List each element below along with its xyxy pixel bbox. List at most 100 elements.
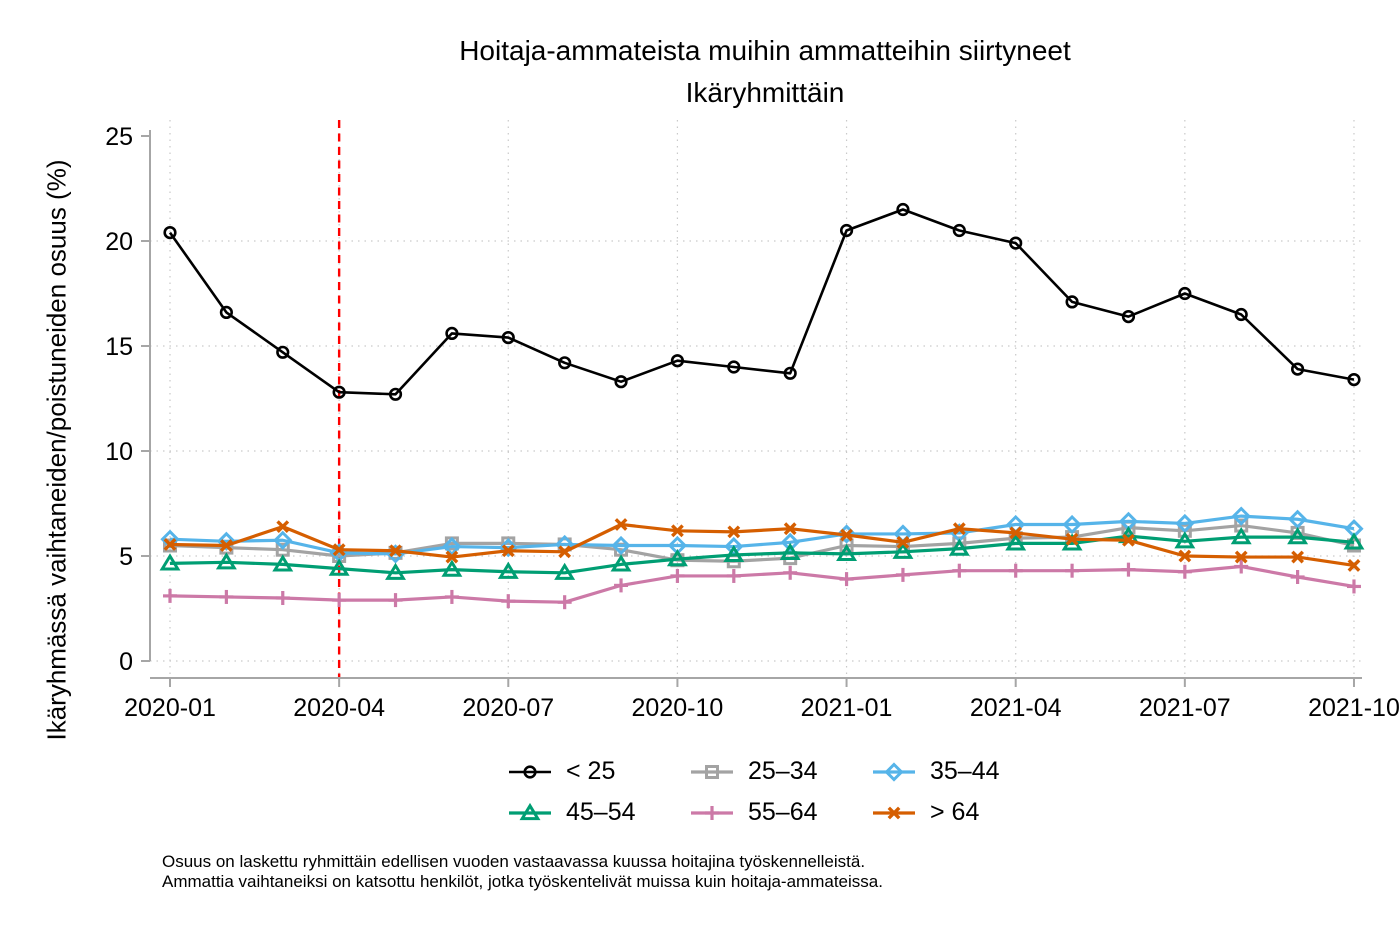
legend-marker-square-icon: [691, 764, 733, 779]
data-point-triangle: [1287, 527, 1309, 545]
data-point-triangle: [519, 802, 541, 820]
chart-title: Hoitaja-ammateista muihin ammatteihin si…: [459, 35, 1071, 66]
data-point-circle: [1065, 295, 1079, 309]
data-point-x: [1347, 559, 1361, 572]
data-point-diamond: [1287, 509, 1308, 529]
data-point-circle: [276, 345, 290, 359]
y-tick-label: 0: [119, 648, 133, 676]
data-point-x: [1178, 549, 1192, 563]
footnote-line-1: Osuus on laskettu ryhmittäin edellisen v…: [162, 852, 866, 871]
legend-marker-circle-icon: [509, 764, 551, 779]
data-point-circle: [1121, 310, 1136, 324]
data-point-circle: [332, 385, 346, 399]
data-point-x: [727, 525, 741, 539]
data-point-triangle: [892, 541, 914, 559]
x-tick-label: 2020-07: [462, 694, 554, 722]
data-point-triangle: [1343, 532, 1365, 550]
series-line: [169, 564, 1355, 604]
data-point-x: [1065, 532, 1079, 546]
data-point-triangle: [1005, 533, 1027, 551]
legend-item-35–44: 35–44: [870, 751, 1052, 792]
x-tick-label: 2020-04: [293, 694, 385, 722]
data-point-diamond: [1175, 513, 1195, 534]
legend-marker-diamond-icon: [873, 761, 915, 782]
data-point-triangle: [948, 538, 970, 556]
chart-title-block: Hoitaja-ammateista muihin ammatteihin si…: [130, 30, 1400, 114]
data-point-circle: [1290, 362, 1305, 376]
y-tick-label: 10: [105, 438, 133, 466]
data-point-diamond: [273, 530, 293, 550]
data-point-triangle: [836, 543, 858, 561]
data-point-triangle: [723, 544, 745, 563]
data-point-circle: [952, 223, 966, 238]
data-point-x: [896, 535, 910, 549]
data-point-x: [332, 543, 346, 557]
y-tick-label: 15: [105, 333, 133, 361]
data-point-x: [1122, 533, 1135, 547]
legend-label: 55–64: [748, 798, 818, 826]
data-point-x: [558, 545, 572, 559]
footnote-line-2: Ammattia vaihtaneiksi on katsottu henkil…: [162, 872, 883, 891]
data-point-triangle: [1230, 527, 1252, 545]
legend-marker-triangle-icon: [509, 802, 551, 820]
legend-label: 25–34: [748, 757, 818, 785]
series-line: [168, 208, 1355, 396]
legend-label: 35–44: [930, 757, 1000, 785]
data-point-x: [1291, 550, 1305, 564]
footnotes: Osuus on laskettu ryhmittäin edellisen v…: [162, 852, 883, 892]
data-point-circle: [1178, 286, 1192, 301]
data-point-x: [389, 544, 402, 558]
data-point-triangle: [610, 554, 632, 572]
legend-label: > 64: [930, 798, 980, 826]
data-point-x: [163, 538, 177, 551]
series-line: [169, 522, 1355, 568]
data-point-circle: [614, 375, 628, 389]
gridlines: [150, 120, 1362, 678]
data-point-triangle: [666, 549, 688, 567]
data-point-diamond: [884, 761, 904, 782]
y-tick-label: 25: [105, 123, 133, 151]
legend-item-25–34: 25–34: [688, 751, 870, 792]
data-point-triangle: [441, 559, 463, 577]
y-tick-label: 20: [105, 228, 133, 256]
data-point-x: [671, 524, 684, 538]
data-point-triangle: [385, 562, 406, 580]
data-point-x: [783, 522, 797, 536]
data-point-x: [219, 539, 233, 552]
data-point-circle: [523, 764, 537, 779]
data-point-triangle: [1174, 531, 1196, 549]
data-point-x: [887, 806, 901, 819]
data-point-diamond: [498, 537, 518, 558]
data-point-triangle: [215, 552, 237, 570]
data-point-diamond: [780, 532, 800, 552]
data-point-triangle: [779, 542, 801, 560]
series-line: [169, 534, 1355, 575]
data-point-circle: [670, 354, 685, 368]
axes: 0 5 10 15 20 25 2020-01 2020-04 2020-07 2020-10 20…: [105, 123, 1400, 722]
data-point-circle: [1009, 236, 1023, 250]
data-point-triangle: [272, 554, 294, 572]
data-point-circle: [1234, 307, 1248, 322]
data-point-diamond: [442, 536, 462, 557]
data-point-circle: [1347, 373, 1361, 387]
series-> 64: [163, 518, 1361, 572]
legend-item-> 64: > 64: [870, 792, 1052, 833]
series-45–54: [159, 525, 1365, 580]
legend-marker-x-icon: [873, 806, 915, 819]
data-point-diamond: [216, 531, 237, 551]
data-point-triangle: [554, 562, 576, 580]
data-point-circle: [896, 202, 910, 217]
x-tick-label: 2021-07: [1139, 694, 1231, 722]
series-< 25: [163, 202, 1361, 401]
data-point-x: [1009, 526, 1023, 540]
legend-marker-plus-icon: [691, 805, 733, 820]
data-point-circle: [219, 305, 233, 320]
chart-subtitle: Ikäryhmittäin: [685, 77, 845, 108]
data-point-diamond: [611, 535, 631, 556]
data-point-diamond: [1231, 506, 1251, 526]
data-point-circle: [783, 366, 797, 380]
data-point-x: [276, 520, 290, 534]
data-point-circle: [558, 356, 572, 370]
